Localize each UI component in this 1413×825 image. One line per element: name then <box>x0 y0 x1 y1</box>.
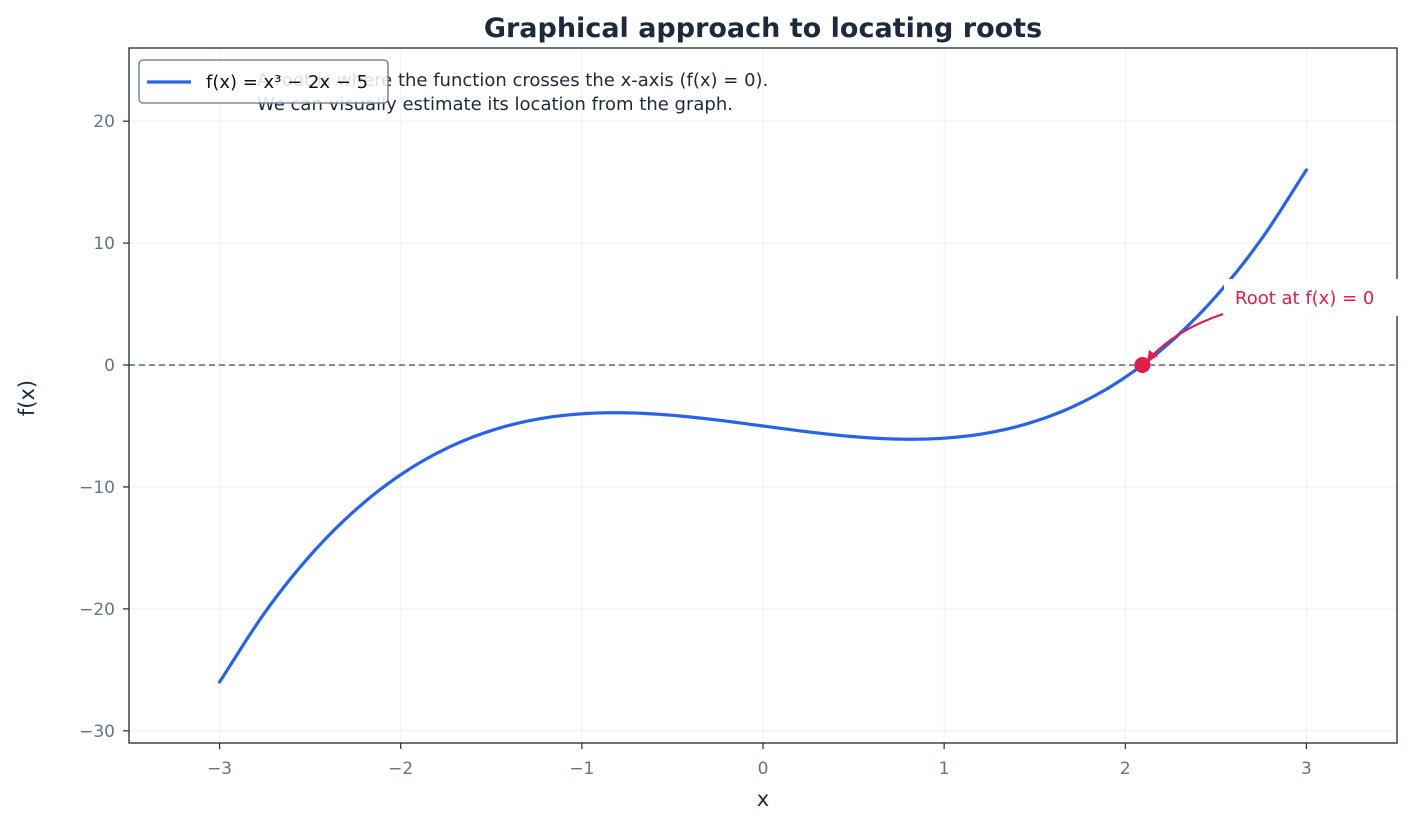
legend: f(x) = x³ − 2x − 5 <box>138 59 389 104</box>
y-ticks: −30 −20 −10 0 10 20 <box>79 112 129 742</box>
x-tick-label: −2 <box>388 759 413 779</box>
series-group <box>217 168 1309 684</box>
root-annotation: Root at f(x) = 0 <box>1147 279 1402 362</box>
annotation-arrowhead <box>1147 350 1158 362</box>
chart-title: Graphical approach to locating roots <box>484 13 1042 44</box>
grid <box>129 48 1397 743</box>
x-axis-label: x <box>757 787 769 811</box>
y-tick-label: −30 <box>79 722 115 742</box>
legend-label: f(x) = x³ − 2x − 5 <box>206 72 368 93</box>
x-ticks: −3 −2 −1 0 1 2 3 <box>207 743 1312 779</box>
y-axis-label: f(x) <box>15 380 39 416</box>
y-tick-label: 10 <box>93 234 115 254</box>
y-tick-label: 0 <box>104 356 115 376</box>
x-tick-label: −1 <box>569 759 594 779</box>
x-tick-label: 0 <box>758 759 769 779</box>
x-tick-label: 3 <box>1301 759 1312 779</box>
root-point <box>1134 357 1151 374</box>
annotation-label: Root at f(x) = 0 <box>1235 288 1374 309</box>
x-tick-label: 2 <box>1120 759 1131 779</box>
plot-frame <box>128 47 1398 744</box>
annotation-arrow <box>1149 312 1224 359</box>
y-tick-label: 20 <box>93 112 115 132</box>
legend-box <box>138 59 389 104</box>
y-tick-label: −20 <box>79 600 115 620</box>
series-line <box>217 168 1309 684</box>
x-tick-label: −3 <box>207 759 232 779</box>
x-tick-label: 1 <box>939 759 950 779</box>
y-tick-label: −10 <box>79 478 115 498</box>
annotation-box <box>1224 279 1402 316</box>
